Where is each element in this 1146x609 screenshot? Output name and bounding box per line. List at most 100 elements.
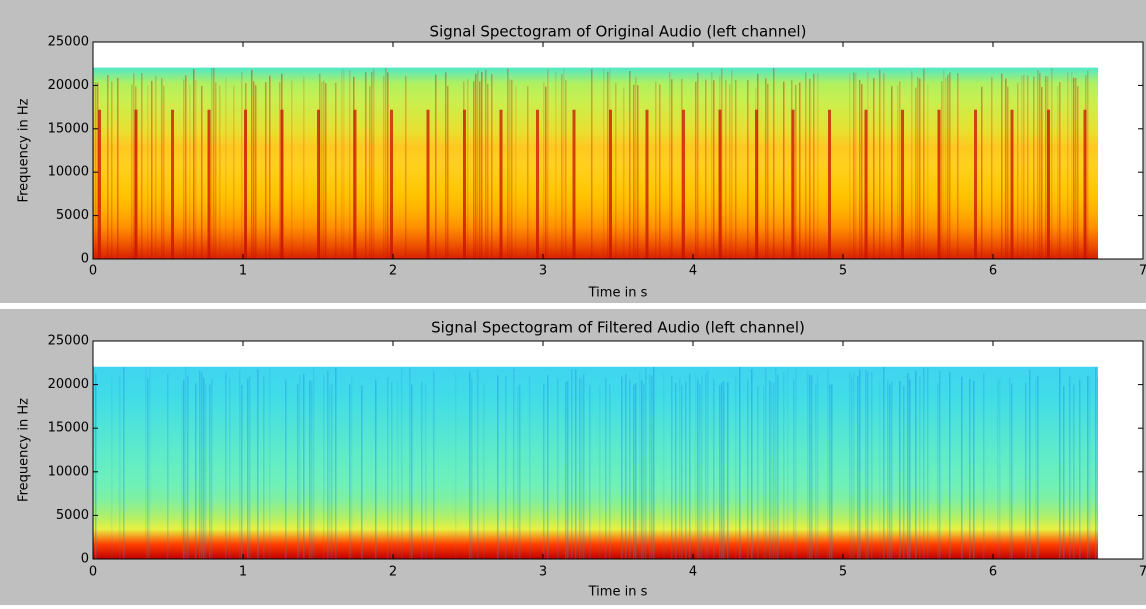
texture-stripe — [919, 78, 921, 259]
texture-stripe — [107, 75, 109, 259]
texture-stripe — [1051, 67, 1053, 259]
texture-stripe — [291, 80, 293, 259]
beat-stripe — [937, 109, 941, 259]
texture-stripe — [351, 377, 353, 559]
x-tick-label: 4 — [689, 264, 697, 279]
texture-stripe — [323, 80, 325, 259]
texture-stripe — [1073, 384, 1075, 559]
texture-stripe — [131, 84, 133, 259]
texture-stripe — [927, 84, 929, 259]
texture-stripe — [1059, 82, 1061, 259]
texture-stripe — [1035, 378, 1037, 559]
texture-stripe — [957, 73, 959, 259]
texture-stripe — [1033, 76, 1035, 259]
texture-stripe — [899, 81, 901, 259]
texture-stripe — [871, 371, 873, 559]
axes-frame — [92, 340, 1144, 560]
texture-stripe — [581, 377, 583, 559]
texture-stripe — [707, 370, 709, 559]
texture-stripe — [405, 75, 407, 259]
texture-stripe — [713, 80, 715, 259]
texture-stripe — [923, 367, 925, 559]
texture-stripe — [473, 81, 475, 259]
texture-stripe — [213, 67, 215, 259]
texture-stripe — [239, 370, 241, 559]
texture-stripe — [411, 384, 413, 559]
beat-stripe — [134, 109, 138, 259]
texture-stripe — [1071, 71, 1073, 259]
texture-stripe — [229, 378, 231, 559]
texture-stripe — [633, 84, 635, 259]
texture-stripe — [1017, 82, 1019, 259]
texture-stripe — [567, 380, 569, 559]
x-tick-label: 3 — [539, 264, 547, 279]
texture-stripe — [887, 380, 889, 559]
texture-stripe — [681, 78, 683, 259]
texture-stripe — [557, 378, 559, 559]
texture-stripe — [257, 369, 259, 559]
x-tick-label: 6 — [989, 565, 997, 580]
x-tick-label: 7 — [1139, 264, 1146, 279]
texture-stripe — [773, 383, 775, 559]
x-tick-label: 1 — [239, 565, 247, 580]
texture-stripe — [193, 69, 195, 259]
texture-stripe — [731, 70, 733, 259]
texture-stripe — [679, 378, 681, 559]
texture-stripe — [247, 378, 249, 559]
texture-stripe — [629, 379, 631, 559]
texture-stripe — [529, 376, 531, 559]
texture-stripe — [321, 82, 323, 259]
texture-stripe — [509, 79, 511, 259]
texture-stripe — [945, 77, 947, 259]
texture-stripe — [695, 373, 697, 559]
texture-stripe — [903, 385, 905, 559]
texture-stripe — [331, 383, 333, 559]
texture-stripe — [1089, 375, 1091, 559]
texture-stripe — [479, 81, 481, 259]
texture-stripe — [215, 82, 217, 259]
texture-stripe — [765, 367, 767, 559]
texture-stripe — [907, 373, 909, 559]
texture-stripe — [1009, 377, 1011, 559]
texture-stripe — [343, 69, 345, 259]
texture-stripe — [909, 379, 911, 559]
spectrogram — [93, 67, 1098, 259]
texture-stripe — [671, 375, 673, 559]
texture-stripe — [705, 373, 707, 559]
texture-stripe — [469, 371, 471, 559]
y-tick-label: 25000 — [48, 35, 89, 50]
texture-stripe — [249, 375, 251, 559]
texture-stripe — [697, 72, 699, 259]
x-axis-label: Time in s — [588, 585, 648, 600]
texture-stripe — [795, 84, 797, 259]
texture-stripe — [1057, 86, 1059, 259]
texture-stripe — [327, 371, 329, 559]
texture-stripe — [689, 373, 691, 559]
texture-stripe — [853, 372, 855, 559]
texture-stripe — [1039, 73, 1041, 259]
texture-stripe — [519, 384, 521, 559]
spectrogram-texture — [95, 366, 1098, 559]
beat-stripe — [1083, 109, 1087, 259]
texture-stripe — [849, 372, 851, 559]
texture-stripe — [949, 72, 951, 259]
texture-stripe — [727, 382, 729, 559]
texture-stripe — [609, 384, 611, 559]
texture-stripe — [711, 71, 713, 259]
texture-stripe — [263, 376, 265, 559]
texture-stripe — [669, 72, 671, 259]
texture-stripe — [923, 68, 925, 259]
texture-stripe — [409, 367, 411, 559]
texture-stripe — [969, 378, 971, 559]
texture-stripe — [769, 380, 771, 559]
texture-stripe — [151, 80, 153, 259]
texture-stripe — [1029, 369, 1031, 559]
axes-frame — [92, 41, 1144, 260]
texture-stripe — [507, 68, 509, 259]
y-tick-label: 0 — [81, 252, 89, 267]
texture-stripe — [149, 366, 151, 559]
texture-stripe — [561, 74, 563, 259]
beat-stripe — [645, 109, 649, 259]
texture-stripe — [183, 79, 185, 259]
texture-stripe — [763, 386, 765, 559]
